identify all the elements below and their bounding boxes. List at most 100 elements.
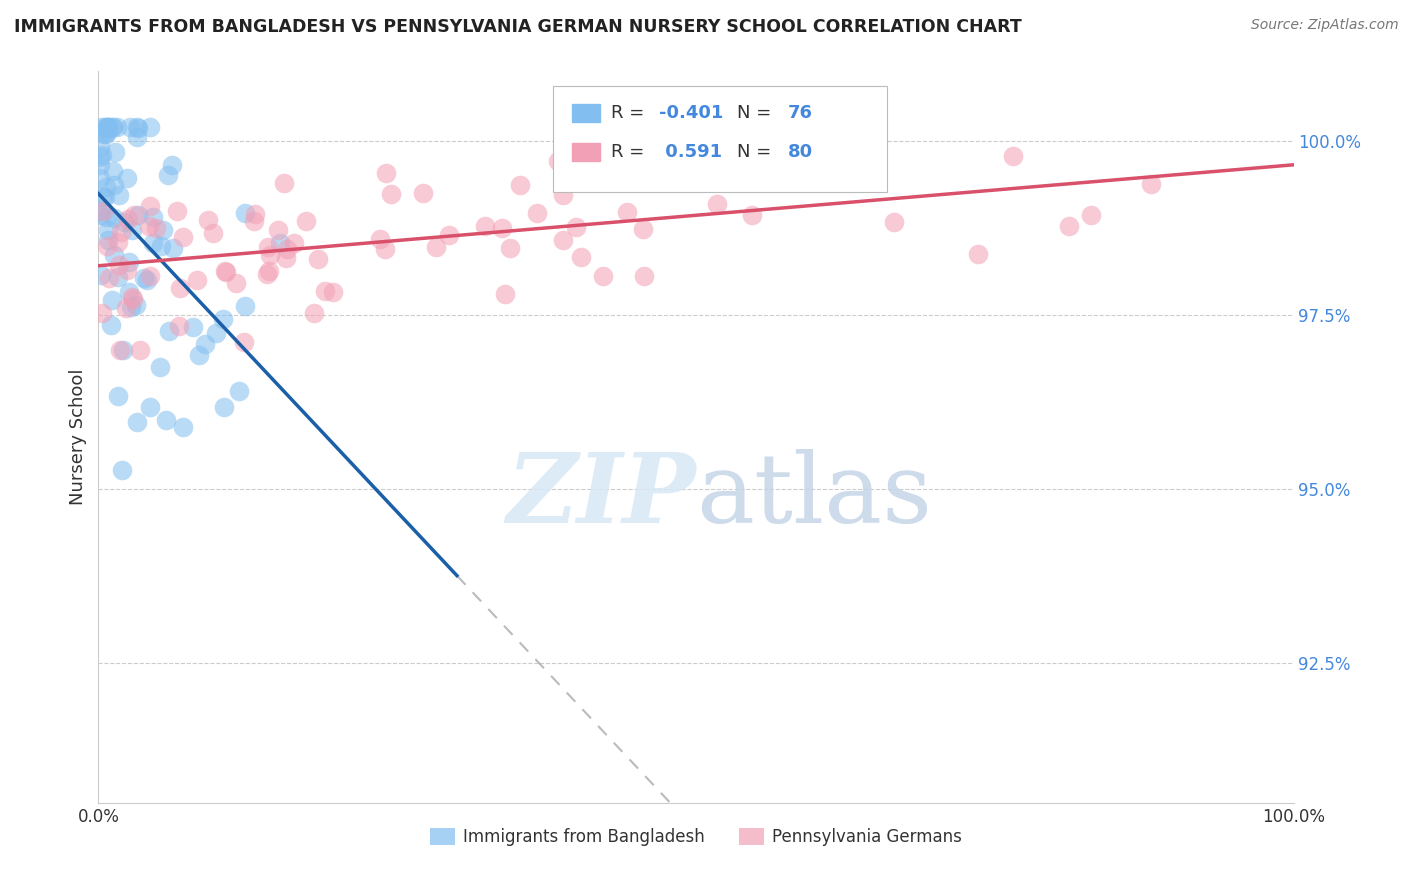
Text: 76: 76 — [787, 104, 813, 122]
Point — [127, 120, 149, 135]
Legend: Immigrants from Bangladesh, Pennsylvania Germans: Immigrants from Bangladesh, Pennsylvania… — [423, 822, 969, 853]
Point — [90, 208, 112, 222]
Point — [155, 413, 177, 427]
Point — [232, 334, 254, 349]
Point — [96, 128, 118, 142]
Point — [90, 268, 112, 282]
Point — [647, 118, 669, 132]
Point — [89, 171, 111, 186]
Point — [121, 291, 143, 305]
Point — [125, 415, 148, 429]
Point — [380, 187, 402, 202]
Point — [370, 232, 392, 246]
Point — [160, 158, 183, 172]
Point — [142, 236, 165, 251]
Point — [125, 120, 148, 134]
Point — [631, 221, 654, 235]
Point — [565, 220, 588, 235]
Point — [139, 400, 162, 414]
Point — [132, 271, 155, 285]
Point — [425, 240, 447, 254]
Point — [294, 214, 316, 228]
Point — [125, 298, 148, 312]
Point — [93, 190, 115, 204]
Point — [1139, 177, 1161, 191]
Point — [276, 242, 298, 256]
Point — [89, 157, 111, 171]
Point — [117, 263, 139, 277]
Point — [110, 343, 132, 357]
Point — [245, 207, 267, 221]
Point — [93, 127, 115, 141]
Point — [1059, 219, 1081, 233]
Point — [273, 176, 295, 190]
Text: ZIP: ZIP — [506, 449, 696, 542]
Point — [1001, 149, 1024, 163]
Point — [491, 220, 513, 235]
Point — [103, 178, 125, 193]
Point — [201, 226, 224, 240]
Point — [96, 120, 118, 134]
Point — [269, 236, 291, 251]
Text: R =: R = — [612, 143, 650, 161]
Point — [233, 206, 256, 220]
Text: N =: N = — [737, 104, 776, 122]
Point — [551, 233, 574, 247]
Point — [967, 247, 990, 261]
Point — [94, 211, 117, 225]
Text: -0.401: -0.401 — [659, 104, 723, 122]
Point — [225, 276, 247, 290]
Point — [194, 337, 217, 351]
Point — [322, 285, 344, 299]
Point — [509, 178, 531, 193]
Point — [96, 120, 118, 135]
Point — [89, 139, 111, 153]
Point — [100, 293, 122, 308]
Point — [592, 269, 614, 284]
Point — [118, 120, 141, 134]
Point — [94, 179, 117, 194]
Text: atlas: atlas — [696, 449, 932, 542]
Point — [374, 242, 396, 256]
Text: Source: ZipAtlas.com: Source: ZipAtlas.com — [1251, 18, 1399, 32]
Point — [569, 250, 592, 264]
Point — [108, 258, 131, 272]
Point — [107, 235, 129, 250]
Point — [181, 320, 204, 334]
Point — [302, 306, 325, 320]
FancyBboxPatch shape — [572, 143, 600, 161]
Point — [97, 271, 120, 285]
Point — [91, 305, 114, 319]
Point — [412, 186, 434, 200]
Point — [111, 343, 134, 358]
Point — [107, 270, 129, 285]
Point — [633, 269, 655, 284]
Point — [283, 235, 305, 250]
Y-axis label: Nursery School: Nursery School — [69, 368, 87, 506]
Point — [731, 127, 754, 141]
Point — [267, 223, 290, 237]
Point — [162, 241, 184, 255]
Point — [257, 264, 280, 278]
Point — [276, 251, 298, 265]
Point — [125, 130, 148, 145]
Point — [94, 120, 117, 134]
Point — [120, 300, 142, 314]
Point — [741, 208, 763, 222]
Point — [616, 205, 638, 219]
Point — [129, 343, 152, 357]
Point — [114, 301, 136, 315]
Point — [215, 265, 238, 279]
Point — [172, 229, 194, 244]
Point — [138, 219, 160, 234]
Point — [142, 210, 165, 224]
Point — [259, 248, 281, 262]
Point — [643, 168, 665, 182]
Point — [103, 248, 125, 262]
Point — [156, 168, 179, 182]
Point — [169, 281, 191, 295]
Point — [121, 222, 143, 236]
Point — [91, 203, 114, 218]
Point — [110, 225, 132, 239]
Point — [553, 188, 575, 202]
